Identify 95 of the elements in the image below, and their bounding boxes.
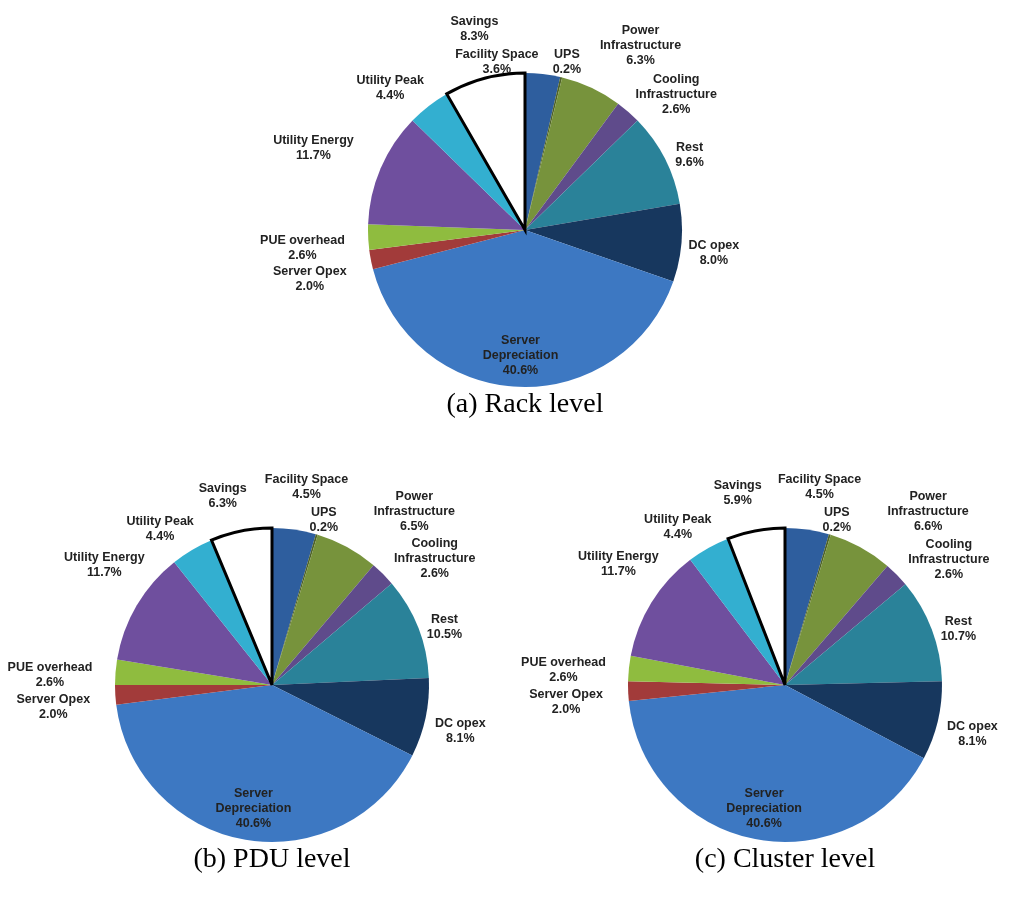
data-label: 4.4% (663, 527, 693, 542)
slice-label: Utility Energy (64, 549, 145, 564)
pie-slice (272, 565, 392, 685)
pie-slice (785, 566, 906, 685)
pie-slice (373, 230, 674, 387)
data-label: 2.6% (288, 248, 317, 263)
slice-label: Utility Energy (578, 548, 659, 563)
slice-label: Utility Energy (273, 132, 354, 147)
slice-label: Server Opex (272, 264, 347, 279)
slice-label: Utility Peak (126, 514, 194, 529)
slice-label: Cooling Infrastructure (635, 71, 717, 101)
data-label: 11.7% (600, 563, 636, 578)
slice-label: Server Opex (16, 691, 91, 706)
slice-label: Cooling Infrastructure (394, 536, 476, 566)
slice-label: Cooling Infrastructure (908, 537, 990, 567)
slice-label: Power Infrastructure (373, 488, 456, 518)
pie-slice (115, 659, 272, 685)
slice-label: Facility Space (264, 472, 349, 487)
slice-label: Savings (198, 481, 247, 496)
pie-slice (628, 655, 785, 685)
data-label: 4.5% (805, 487, 834, 502)
slice-label: Server Depreciation (215, 786, 292, 816)
data-label: 11.7% (296, 147, 331, 162)
pie-slice (116, 685, 413, 842)
data-label: 2.6% (35, 674, 65, 689)
slice-label: Rest (944, 614, 973, 629)
data-label: 2.6% (934, 567, 964, 582)
pie-slice (785, 681, 942, 759)
slice-label: DC opex (434, 715, 486, 730)
data-label: 5.9% (723, 492, 752, 507)
slice-label: Rest (676, 139, 704, 154)
slice-label: Facility Space (777, 472, 862, 487)
pie-slice (525, 103, 638, 230)
slice-label: Rest (430, 611, 459, 626)
slice-label: UPS (310, 504, 337, 519)
data-label: 4.4% (375, 87, 405, 102)
data-label: 2.0% (39, 706, 68, 721)
slice-label: DC opex (688, 237, 740, 252)
data-label: 9.6% (675, 154, 704, 169)
pie-slice (525, 77, 619, 230)
slice-label: PUE overhead (521, 654, 606, 669)
pie-slice (209, 526, 274, 687)
data-label: 6.5% (400, 518, 429, 533)
pie-slice (726, 526, 787, 687)
pie-slice (272, 678, 429, 756)
pie-slice (272, 534, 374, 685)
slice-label: PUE overhead (7, 659, 93, 674)
data-label: 2.0% (295, 279, 325, 294)
pie-slice (525, 203, 682, 282)
slice-label: Power Infrastructure (887, 489, 969, 519)
pie-slice (628, 685, 924, 842)
data-label: 10.7% (940, 629, 977, 644)
data-label: 6.3% (626, 53, 655, 68)
data-label: 4.4% (145, 529, 175, 544)
data-label: 0.2% (309, 519, 339, 534)
slice-label: Facility Space (455, 46, 539, 61)
data-label: 6.3% (208, 496, 237, 511)
slice-label: Server Depreciation (482, 332, 559, 362)
data-label: 2.0% (551, 701, 581, 716)
slice-label: Server Depreciation (726, 785, 802, 815)
data-label: 2.6% (549, 669, 578, 684)
slice-label: Savings (450, 14, 499, 29)
data-label: 0.2% (822, 519, 852, 534)
text: (b) PDU level (193, 842, 351, 873)
slice-label: Utility Peak (356, 72, 424, 87)
data-label: 2.6% (661, 101, 691, 116)
data-label: 8.0% (699, 252, 729, 267)
text: (a) Rack level (446, 387, 604, 418)
data-label: 8.1% (446, 730, 475, 745)
data-label: 8.3% (460, 29, 489, 44)
slice-label: PUE overhead (260, 233, 345, 248)
slice-label: Savings (713, 477, 762, 492)
pie-slice (368, 120, 525, 230)
slice-label: DC opex (947, 719, 998, 734)
slice-label: Utility Peak (644, 512, 712, 527)
data-label: 40.6% (502, 362, 539, 377)
slice-label: UPS (554, 46, 580, 61)
data-label: 40.6% (235, 816, 272, 831)
text: (c) Cluster level (694, 842, 876, 873)
pie-slice (272, 583, 429, 685)
pie-slice (369, 230, 525, 270)
data-label: 40.6% (746, 815, 782, 830)
data-label: 2.6% (420, 566, 449, 581)
data-label: 0.2% (552, 61, 582, 76)
data-label: 11.7% (86, 564, 122, 579)
slice-label: Server Opex (529, 686, 603, 701)
data-label: 8.1% (958, 734, 987, 749)
data-label: 4.5% (292, 487, 321, 502)
data-label: 10.5% (426, 626, 463, 641)
pie-slice (785, 534, 888, 685)
data-label: 3.6% (482, 61, 512, 76)
slice-label: UPS (823, 504, 850, 519)
pie-slice (785, 584, 942, 685)
data-label: 6.6% (913, 519, 943, 534)
slice-label: Power Infrastructure (599, 23, 682, 53)
